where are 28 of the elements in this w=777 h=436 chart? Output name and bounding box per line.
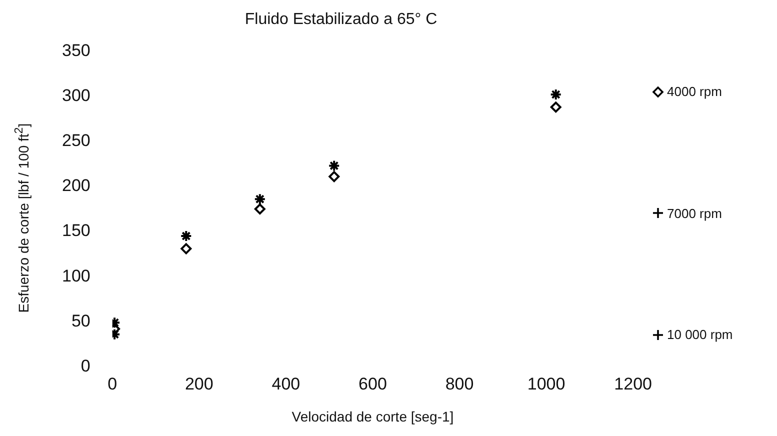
y-tick-label: 50 xyxy=(71,311,90,330)
point xyxy=(550,88,562,100)
x-tick-label: 200 xyxy=(184,374,214,394)
y-tick-label: 200 xyxy=(62,176,90,196)
x-tick-label: 1000 xyxy=(527,374,566,394)
legend-label: 7000 rpm xyxy=(667,206,722,220)
point xyxy=(328,160,340,172)
y-tick-label: 300 xyxy=(62,86,90,105)
y-tick-label: 0 xyxy=(80,356,90,376)
point xyxy=(254,204,266,214)
y-tick-label: 100 xyxy=(62,266,90,286)
x-tick-label: 1200 xyxy=(614,374,652,394)
x-tick-label: 400 xyxy=(272,374,300,394)
point xyxy=(180,243,192,254)
chart-title: Fluido Estabilizado a 65° C xyxy=(244,11,438,28)
x-tick-label: 0 xyxy=(108,374,118,394)
point xyxy=(180,230,192,242)
y-tick-label: 250 xyxy=(62,131,90,150)
x-tick-label: 800 xyxy=(445,374,474,394)
legend-label: 10 000 rpm xyxy=(667,327,733,342)
x-tick-label: 600 xyxy=(358,374,387,394)
y-tick-label: 350 xyxy=(62,40,90,60)
point xyxy=(550,102,562,113)
point xyxy=(328,171,340,182)
y-tick-label: 150 xyxy=(62,221,90,240)
x-axis-title: Velocidad de corte [seg-1] xyxy=(292,408,454,424)
point xyxy=(254,193,266,206)
legend-label: 4000 rpm xyxy=(667,84,722,99)
